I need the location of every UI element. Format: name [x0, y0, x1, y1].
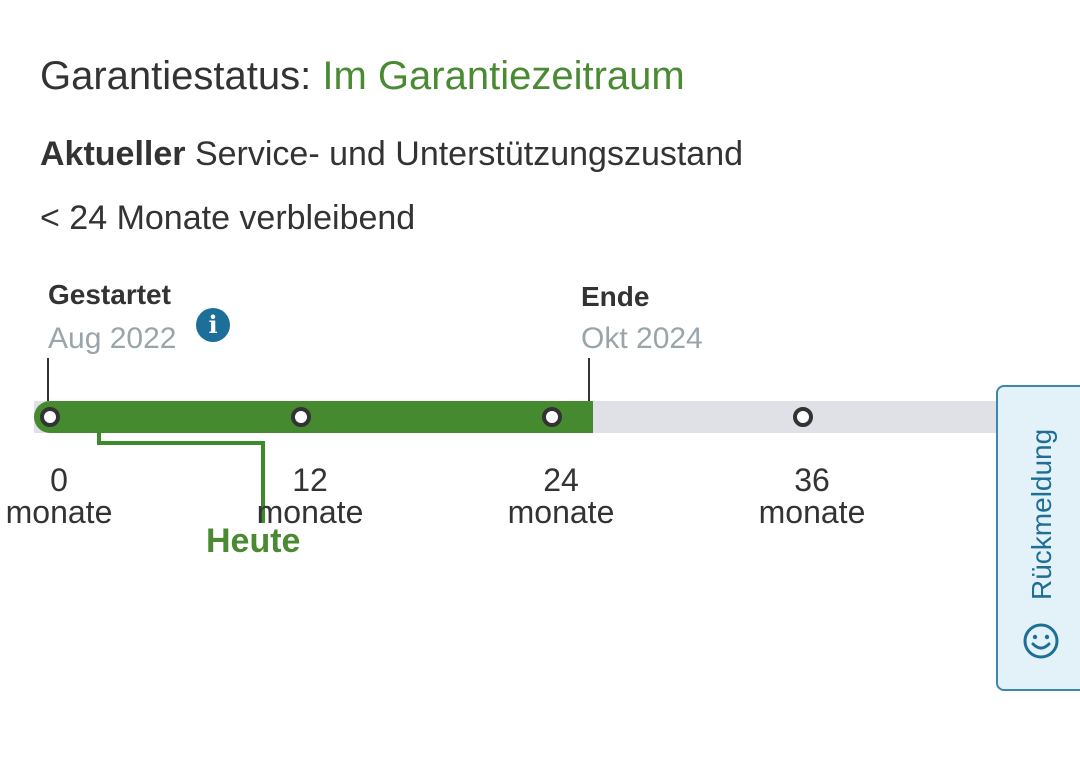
- tick-label-36: 36 monate: [742, 464, 882, 528]
- warranty-status: Garantiestatus: Im Garantiezeitraum: [40, 50, 685, 102]
- tick-label-0: 0 monate: [0, 464, 129, 528]
- today-drop-line: [261, 441, 265, 523]
- feedback-label: Rückmeldung: [1026, 428, 1057, 600]
- tick-value: 24: [543, 462, 579, 498]
- tick-dot-24: [542, 407, 562, 427]
- tick-label-12: 12 monate: [240, 464, 380, 528]
- smiley-icon: [1023, 623, 1059, 659]
- start-date: Aug 2022: [48, 322, 177, 355]
- feedback-tab[interactable]: [996, 385, 1080, 691]
- end-label: Ende: [581, 281, 650, 312]
- status-value: Im Garantiezeitraum: [322, 54, 685, 98]
- end-date: Okt 2024: [581, 322, 703, 355]
- today-label: Heute: [206, 522, 301, 560]
- service-state-bold: Aktueller: [40, 135, 186, 173]
- status-label: Garantiestatus:: [40, 54, 312, 98]
- tick-value: 12: [292, 462, 328, 498]
- info-icon[interactable]: i: [196, 308, 230, 342]
- today-connector: [97, 431, 265, 445]
- tick-dot-12: [291, 407, 311, 427]
- service-state: Aktueller Service- und Unterstützungszus…: [40, 132, 743, 176]
- tick-unit: monate: [5, 494, 113, 530]
- start-marker-line: [47, 358, 49, 404]
- tick-dot-0: [40, 407, 60, 427]
- tick-value: 36: [794, 462, 830, 498]
- timeline-progress: [34, 401, 593, 433]
- tick-unit: monate: [256, 494, 364, 530]
- tick-value: 0: [50, 462, 68, 498]
- tick-dot-36: [793, 407, 813, 427]
- remaining-text: < 24 Monate verbleibend: [40, 199, 416, 237]
- tick-unit: monate: [507, 494, 615, 530]
- tick-label-24: 24 monate: [491, 464, 631, 528]
- service-state-text: Service- und Unterstützungszustand: [194, 135, 744, 173]
- end-marker-line: [588, 358, 590, 404]
- tick-unit: monate: [758, 494, 866, 530]
- start-label: Gestartet: [48, 279, 171, 310]
